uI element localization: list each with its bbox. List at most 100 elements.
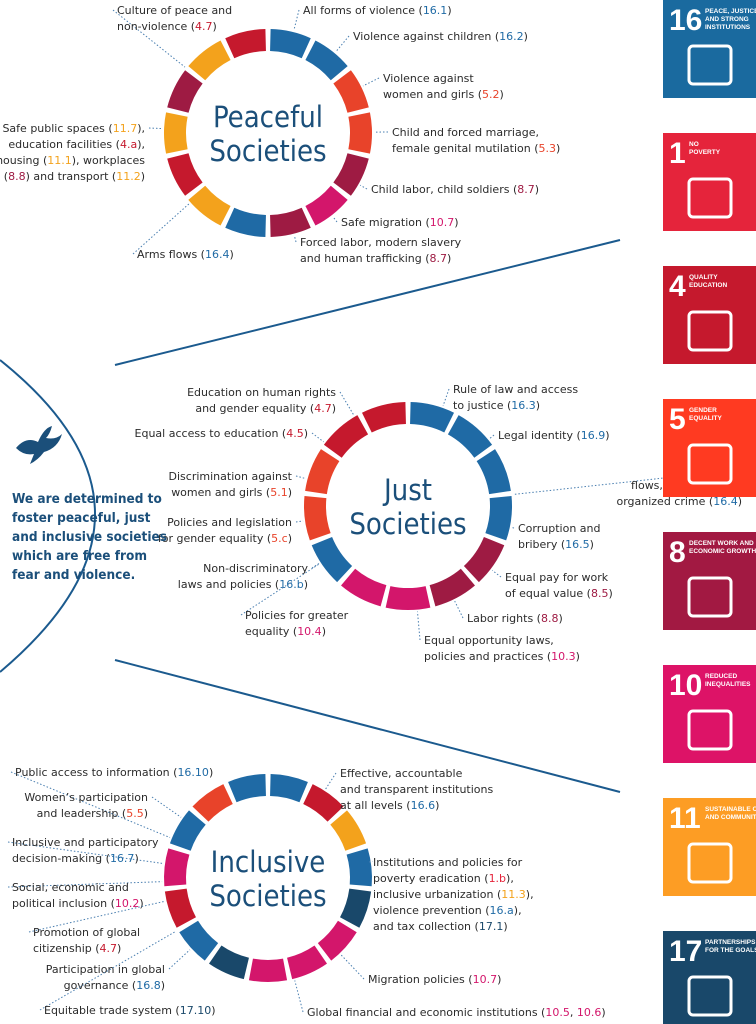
label-text: laws and policies ( [178, 578, 279, 591]
ring-segment [302, 784, 344, 822]
label: Safe migration (10.7) [341, 216, 459, 229]
target-code: 16.3 [511, 399, 536, 412]
target-code: 10.4 [297, 625, 322, 638]
label-text: ), [514, 904, 522, 917]
target-code: 16.b [279, 578, 303, 591]
target-code: 1.b [489, 872, 506, 885]
label-text: ) [211, 1004, 215, 1017]
label: Child labor, child soldiers (8.7) [371, 183, 539, 196]
goal-icon [687, 975, 733, 1017]
leader-line [7, 841, 164, 864]
goal-title: PEACE, JUSTICE [705, 8, 756, 15]
label-text: ) [500, 88, 504, 101]
label-text: ) [524, 30, 528, 43]
target-code: 16.7 [110, 852, 135, 865]
statement-arc [0, 359, 96, 673]
label-text: ) [141, 170, 145, 183]
goal-tile [663, 665, 756, 763]
label-text: poverty eradication ( [373, 872, 489, 885]
leader-line [491, 569, 502, 578]
leader-line [454, 600, 464, 619]
leader-line [368, 860, 373, 863]
leader-line [112, 9, 186, 68]
label: Equal access to education (4.5) [135, 427, 308, 440]
label-text: ) [139, 897, 143, 910]
label-text: education facilities ( [8, 138, 120, 151]
divider [114, 659, 621, 793]
label: Arms flows (16.4) [137, 248, 234, 261]
ring-segment [333, 70, 369, 114]
circle-title: Peaceful [213, 100, 323, 134]
target-code: 16.a [490, 904, 514, 917]
label-text: equality ( [245, 625, 297, 638]
leader-line [332, 216, 338, 223]
label-text: violence prevention ( [373, 904, 490, 917]
divider [114, 239, 621, 366]
goal-icon [687, 44, 733, 86]
goal-title: POVERTY [689, 149, 721, 156]
goal-number: 8 [669, 536, 686, 569]
target-code: 8.8 [8, 170, 26, 183]
ring-segment [305, 185, 348, 226]
label: Equal pay for work [505, 571, 609, 584]
label: decision-making (16.7) [12, 852, 139, 865]
label-text: Safe public spaces ( [2, 122, 112, 135]
target-code: 10.7 [430, 216, 455, 229]
label-text: ) [209, 766, 213, 779]
label: poverty eradication (1.b), [373, 872, 514, 885]
target-code: 11.7 [113, 122, 138, 135]
label-text: Policies and legislation [167, 516, 292, 529]
label-text: ) and transport ( [26, 170, 117, 183]
ring-segment [447, 415, 493, 459]
goal-title: GENDER [689, 407, 717, 414]
label-text: Institutions and policies for [373, 856, 523, 869]
label: Safe public spaces (11.7), [2, 122, 145, 135]
label-text: Child and forced marriage, [392, 126, 539, 139]
label: for gender equality (5.c) [158, 532, 292, 545]
ring-segment [323, 415, 369, 459]
ring-segment [339, 888, 372, 928]
circle-title: Societies [209, 879, 326, 913]
ring-segment [346, 848, 372, 887]
target-code: 11.3 [501, 888, 526, 901]
goal-title: QUALITY [689, 274, 718, 281]
label-text: and leadership ( [37, 807, 127, 820]
label: and gender equality (4.7) [195, 402, 336, 415]
label-text: governance ( [64, 979, 137, 992]
label-text: ), [526, 888, 534, 901]
leader-line [362, 77, 380, 87]
goal-tile [663, 399, 756, 497]
label-text: housing ( [0, 154, 47, 167]
ring-segment [330, 810, 367, 852]
target-code: 16.4 [713, 495, 738, 508]
goal-title: INEQUALITIES [705, 681, 751, 688]
target-code: 16.9 [581, 429, 606, 442]
label-text: of equal value ( [505, 587, 591, 600]
leader-line [340, 954, 365, 980]
goal-title: AND COMMUNITIES [705, 814, 756, 821]
label-text: ) [558, 612, 562, 625]
label-text: ) [435, 799, 439, 812]
label-text: Public access to information ( [15, 766, 177, 779]
label-text: Equal access to education ( [135, 427, 287, 440]
leader-line [325, 772, 337, 790]
goal-number: 16 [669, 4, 702, 37]
leader-line [293, 9, 300, 31]
circle-title: Just [382, 473, 432, 507]
label: laws and policies (16.b) [178, 578, 308, 591]
label: Effective, accountable [340, 767, 463, 780]
label: at all levels (16.6) [340, 799, 439, 812]
goal-title: SUSTAINABLE CITIES [705, 806, 756, 813]
label: non-violence (4.7) [117, 20, 217, 33]
label: political inclusion (10.2) [12, 897, 144, 910]
label-text: ) [608, 587, 612, 600]
label-text: Migration policies ( [368, 973, 473, 986]
label-text: , [570, 1006, 577, 1019]
label: women and girls (5.1) [171, 486, 292, 499]
label: and transparent institutions [340, 783, 494, 796]
leader-line [311, 563, 320, 569]
label-text: organized crime ( [616, 495, 713, 508]
label-text: Culture of peace and [117, 4, 232, 17]
label-text: ) [535, 183, 539, 196]
label: Legal identity (16.9) [498, 429, 610, 442]
